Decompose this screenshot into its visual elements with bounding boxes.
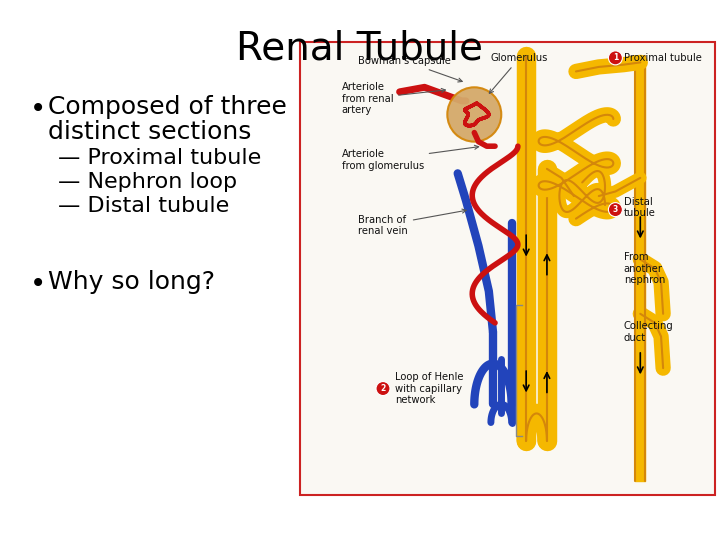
Text: 3: 3: [613, 205, 618, 214]
Text: — Proximal tubule: — Proximal tubule: [58, 148, 261, 168]
Text: •: •: [30, 95, 46, 123]
Circle shape: [608, 51, 622, 65]
Bar: [300, 42, 715, 495]
Circle shape: [608, 202, 622, 217]
Text: Collecting
duct: Collecting duct: [624, 321, 673, 343]
Text: — Nephron loop: — Nephron loop: [58, 172, 237, 192]
Circle shape: [376, 382, 390, 395]
Text: Distal
tubule: Distal tubule: [624, 197, 656, 218]
Text: Glomerulus: Glomerulus: [490, 53, 548, 93]
Text: •: •: [30, 270, 46, 298]
Text: Proximal tubule: Proximal tubule: [624, 53, 701, 63]
Text: Branch of
renal vein: Branch of renal vein: [358, 209, 466, 237]
Text: Renal Tubule: Renal Tubule: [236, 30, 484, 68]
Text: From
another
nephron: From another nephron: [624, 252, 665, 285]
Text: Composed of three: Composed of three: [48, 95, 287, 119]
Text: 2: 2: [380, 384, 386, 393]
Text: 1: 1: [613, 53, 618, 62]
Text: distinct sections: distinct sections: [48, 120, 251, 144]
Text: Loop of Henle
with capillary
network: Loop of Henle with capillary network: [395, 372, 464, 405]
Text: Why so long?: Why so long?: [48, 270, 215, 294]
Text: Arteriole
from renal
artery: Arteriole from renal artery: [341, 82, 446, 115]
Ellipse shape: [447, 87, 501, 141]
Text: Arteriole
from glomerulus: Arteriole from glomerulus: [341, 145, 479, 171]
Text: — Distal tubule: — Distal tubule: [58, 196, 229, 216]
Text: Bowman's capsule: Bowman's capsule: [358, 56, 462, 82]
